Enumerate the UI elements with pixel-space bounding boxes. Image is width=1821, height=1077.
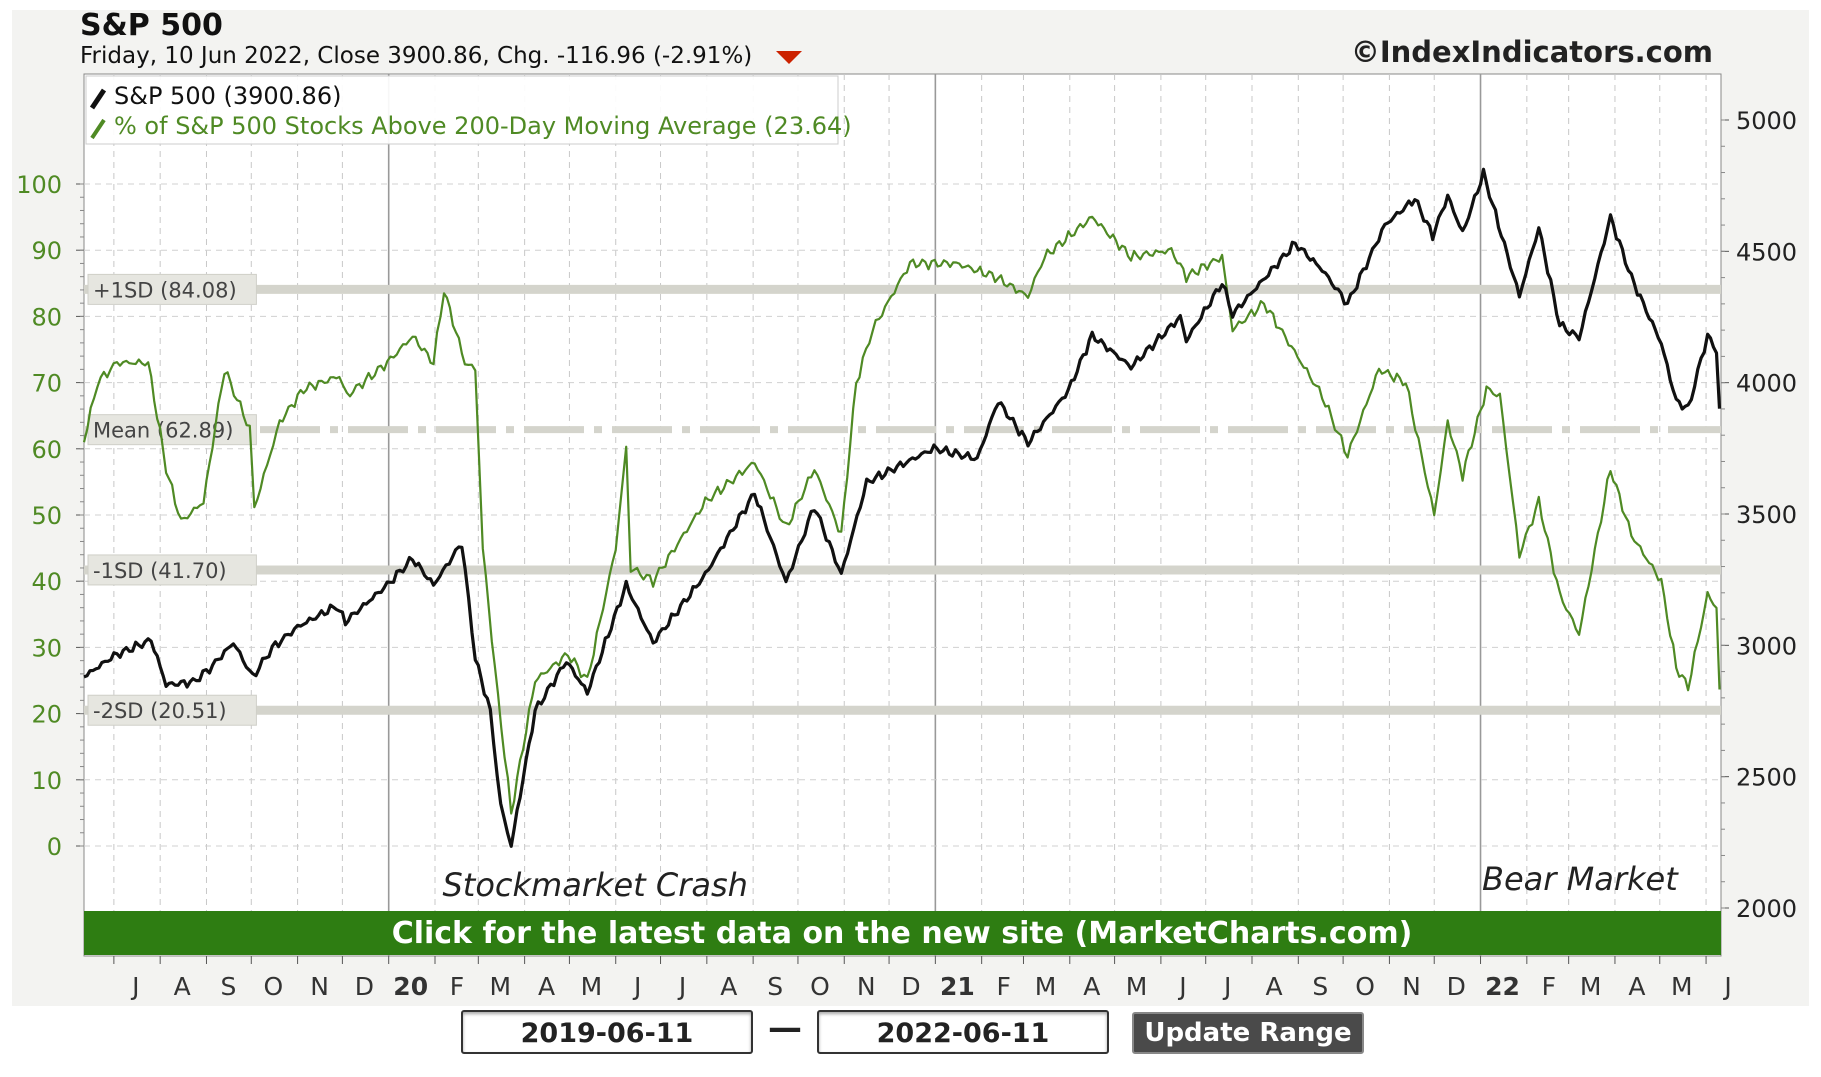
series-sp500-line xyxy=(83,167,1722,848)
y-right-tick-label: 3500 xyxy=(1736,501,1797,529)
header: S&P 500 Friday, 10 Jun 2022, Close 3900.… xyxy=(80,8,1713,69)
y-axis-right: 2000 2500 3000 3500 4000 4500 5000 xyxy=(1721,107,1797,923)
x-tick-label: D xyxy=(1447,972,1466,1001)
y-left-tick-label: 70 xyxy=(31,370,62,398)
banner-text[interactable]: Click for the latest data on the new sit… xyxy=(392,916,1413,951)
x-tick-label: A xyxy=(174,972,191,1001)
x-tick-label: M xyxy=(1035,972,1057,1001)
legend-entry-breadth: % of S&P 500 Stocks Above 200-Day Moving… xyxy=(114,112,852,140)
x-tick-label: S xyxy=(767,972,783,1001)
legend: S&P 500 (3900.86) % of S&P 500 Stocks Ab… xyxy=(85,75,852,145)
y-right-tick-label: 4000 xyxy=(1736,370,1797,398)
y-right-tick-label: 4500 xyxy=(1736,238,1797,266)
y-right-tick-label: 2500 xyxy=(1736,764,1797,792)
grid xyxy=(84,74,1721,956)
banner[interactable]: Click for the latest data on the new sit… xyxy=(84,911,1721,955)
y-left-tick-label: 30 xyxy=(31,634,62,662)
start-date-input[interactable]: 2019-06-11 xyxy=(461,1010,753,1054)
range-controls: 2019-06-11 — 2022-06-11 Update Range xyxy=(0,1006,1821,1066)
legend-entry-sp500: S&P 500 (3900.86) xyxy=(114,82,341,110)
y-left-tick-label: 0 xyxy=(47,833,62,861)
legend-box xyxy=(85,75,839,145)
reference-label-box xyxy=(87,554,257,586)
end-date-input[interactable]: 2022-06-11 xyxy=(817,1010,1109,1054)
y-left-tick-label: 60 xyxy=(31,436,62,464)
x-tick-label: N xyxy=(1402,972,1421,1001)
y-left-tick-label: 20 xyxy=(31,701,62,729)
chart-subtitle: Friday, 10 Jun 2022, Close 3900.86, Chg.… xyxy=(80,43,752,69)
x-tick-label: F xyxy=(1542,972,1556,1001)
banner-bar[interactable] xyxy=(84,911,1721,955)
x-tick-label: J xyxy=(1177,972,1186,1001)
x-tick-label: J xyxy=(677,972,686,1001)
x-tick-label: O xyxy=(810,972,830,1001)
x-tick-label: M xyxy=(1126,972,1148,1001)
x-tick-label: A xyxy=(1083,972,1100,1001)
x-tick-label: N xyxy=(857,972,876,1001)
x-tick-label: A xyxy=(1265,972,1282,1001)
annotation-label: Stockmarket Crash xyxy=(442,866,748,904)
x-axis: J A S O N D 20 F M A M J J A S O N D 21 F M A M J J A S O N D 22 F M A M J xyxy=(113,956,1732,1001)
x-tick-label: J xyxy=(130,972,139,1001)
x-tick-label: A xyxy=(720,972,737,1001)
x-tick-label: 22 xyxy=(1485,972,1520,1001)
y-left-tick-label: 90 xyxy=(31,237,62,265)
copyright: ©IndexIndicators.com xyxy=(1351,35,1713,69)
series-breadth-line xyxy=(82,215,1721,815)
x-tick-label: M xyxy=(581,972,603,1001)
reference-label-box xyxy=(87,694,257,726)
x-tick-label: S xyxy=(221,972,237,1001)
y-left-tick-label: 80 xyxy=(31,303,62,331)
update-range-button[interactable]: Update Range xyxy=(1132,1012,1364,1054)
series-layer xyxy=(82,167,1722,848)
y-right-tick-label: 2000 xyxy=(1736,895,1797,923)
reference-bands: +1SD (84.08) Mean (62.89) -1SD (41.70) -2SD… xyxy=(84,273,1721,726)
annotations: Stockmarket Crash Bear Market xyxy=(442,860,1679,904)
reference-label: -1SD (41.70) xyxy=(93,559,227,583)
x-tick-label: D xyxy=(901,972,920,1001)
y-axis-left: 0 10 20 30 40 50 60 70 80 90 100 xyxy=(16,171,84,861)
x-tick-label: O xyxy=(1355,972,1375,1001)
range-separator: — xyxy=(768,1008,802,1048)
x-tick-label: F xyxy=(450,972,464,1001)
x-tick-label: A xyxy=(538,972,555,1001)
x-tick-label: J xyxy=(1222,972,1231,1001)
down-arrow-icon xyxy=(776,51,802,64)
legend-swatch-breadth xyxy=(90,118,106,140)
x-tick-label: S xyxy=(1312,972,1328,1001)
x-tick-label: J xyxy=(1722,972,1731,1001)
reference-label: -2SD (20.51) xyxy=(93,699,227,723)
y-right-tick-label: 3000 xyxy=(1736,632,1797,660)
x-tick-label: 20 xyxy=(393,972,428,1001)
legend-swatch-sp500 xyxy=(89,88,107,110)
reference-label-box xyxy=(87,273,257,305)
x-tick-label: D xyxy=(355,972,374,1001)
x-tick-label: J xyxy=(632,972,641,1001)
x-tick-label: A xyxy=(1628,972,1645,1001)
reference-label-box xyxy=(87,414,257,446)
y-right-tick-label: 5000 xyxy=(1736,107,1797,135)
chart-title: S&P 500 xyxy=(80,8,223,43)
x-tick-label: M xyxy=(490,972,512,1001)
x-tick-label: 21 xyxy=(940,972,975,1001)
x-tick-label: N xyxy=(310,972,329,1001)
reference-label: Mean (62.89) xyxy=(93,419,233,443)
x-tick-label: F xyxy=(996,972,1010,1001)
reference-label: +1SD (84.08) xyxy=(93,278,237,302)
y-left-tick-label: 50 xyxy=(31,502,62,530)
annotation-label: Bear Market xyxy=(1482,860,1679,898)
x-tick-label: M xyxy=(1671,972,1693,1001)
x-tick-label: O xyxy=(263,972,283,1001)
y-left-tick-label: 40 xyxy=(31,568,62,596)
y-left-tick-label: 10 xyxy=(31,767,62,795)
y-left-tick-label: 100 xyxy=(16,171,62,199)
x-tick-label: M xyxy=(1580,972,1602,1001)
